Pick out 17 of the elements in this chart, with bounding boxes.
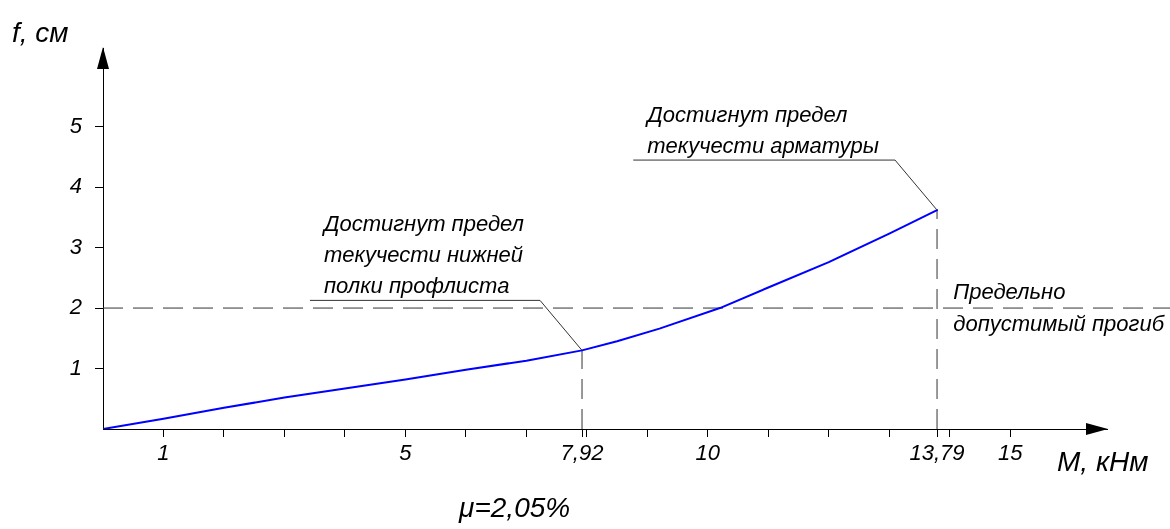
y-tick-label: 1 bbox=[69, 354, 82, 380]
y-axis-title: f, см bbox=[12, 17, 69, 48]
ref-line-label: Предельно допустимый прогиб bbox=[953, 279, 1166, 337]
y-tick-label: 2 bbox=[68, 294, 82, 320]
x-tick-label: 15 bbox=[997, 440, 1024, 466]
annotation: Достигнут предел текучести арматуры bbox=[644, 102, 880, 159]
x-tick-label: 1 bbox=[157, 440, 170, 466]
y-tick-label: 5 bbox=[69, 112, 83, 138]
x-axis-title: M, кНм bbox=[1057, 446, 1149, 477]
y-tick-label: 3 bbox=[69, 233, 83, 259]
text: μ=2,05% bbox=[458, 492, 571, 523]
x-tick-label: 7,92 bbox=[560, 440, 604, 466]
x-tick-label: 10 bbox=[695, 440, 721, 466]
x-tick-label: 13,79 bbox=[909, 440, 965, 466]
x-tick-label: 5 bbox=[399, 440, 413, 466]
y-tick-label: 4 bbox=[69, 173, 82, 199]
annotation: Достигнут предел текучести нижней полки профлиста bbox=[320, 211, 525, 299]
